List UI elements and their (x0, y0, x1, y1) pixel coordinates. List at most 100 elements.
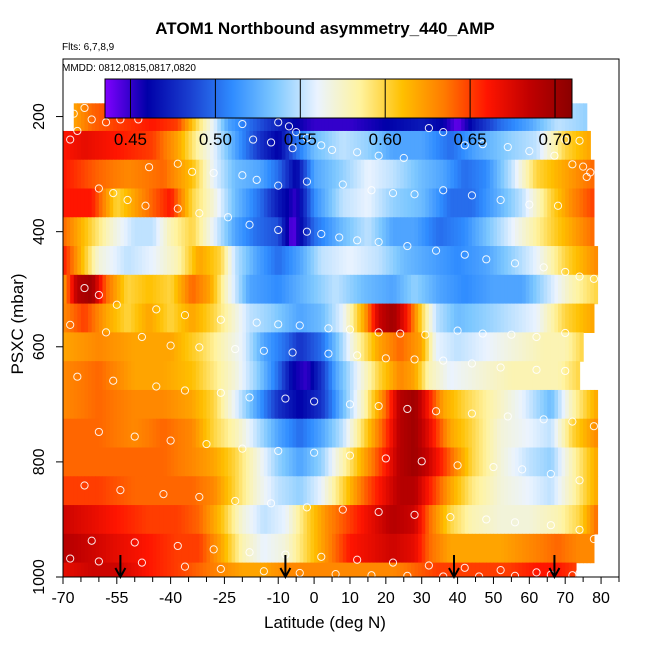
heatmap-cell (292, 246, 297, 276)
heatmap-cell (371, 274, 376, 305)
heatmap-cell (109, 159, 114, 190)
heatmap-cell (245, 217, 251, 247)
heatmap-cell (131, 217, 136, 247)
heatmap-band: 750 mb (63, 418, 599, 449)
data-point (518, 465, 527, 474)
heatmap-cell (593, 246, 599, 276)
data-point (274, 446, 283, 456)
heatmap-cell (403, 418, 408, 449)
heatmap-cell (511, 562, 516, 577)
heatmap-cell (188, 246, 193, 276)
heatmap-cell (346, 159, 351, 190)
heatmap-cell (342, 246, 347, 276)
heatmap-cell (497, 505, 502, 535)
heatmap-cell (63, 303, 68, 333)
heatmap-cell (375, 418, 380, 449)
heatmap-cell (532, 246, 538, 276)
heatmap-cell (572, 447, 577, 477)
heatmap-cell (400, 332, 405, 362)
heatmap-cell (184, 130, 190, 161)
heatmap-cell (152, 274, 157, 305)
heatmap-cell (278, 505, 283, 535)
heatmap-cell (95, 361, 100, 391)
heatmap-cell (522, 159, 527, 190)
heatmap-cell (199, 303, 204, 333)
heatmap-cell (511, 418, 516, 449)
heatmap-cell (127, 418, 132, 449)
heatmap-cell (414, 274, 419, 305)
heatmap-cell (507, 332, 512, 362)
heatmap-cell (260, 303, 265, 333)
heatmap-cell (579, 159, 584, 190)
heatmap-cell (195, 274, 200, 305)
x-axis-label: Latitude (deg N) (264, 613, 386, 632)
heatmap-cell (306, 562, 312, 577)
heatmap-cell (579, 130, 584, 161)
heatmap-cell (123, 159, 129, 190)
heatmap-cell (385, 303, 391, 333)
heatmap-cell (565, 188, 570, 218)
heatmap-cell (364, 188, 369, 218)
heatmap-cell (299, 188, 304, 218)
heatmap-cell (471, 476, 477, 506)
heatmap-cell (213, 447, 218, 477)
heatmap-cell (127, 389, 132, 420)
heatmap-cell (206, 130, 211, 161)
heatmap-cell (547, 418, 552, 449)
heatmap-cell (145, 303, 150, 333)
heatmap-cell (95, 246, 100, 276)
heatmap-cell (418, 130, 423, 161)
heatmap-cell (210, 246, 215, 276)
heatmap-cell (303, 361, 308, 391)
heatmap-cell (127, 303, 132, 333)
heatmap-cell (210, 332, 215, 362)
heatmap-cell (306, 303, 312, 333)
heatmap-cell (238, 447, 243, 477)
heatmap-cell (389, 303, 394, 333)
data-point (417, 457, 426, 466)
heatmap-cell (432, 130, 437, 161)
heatmap-cell (396, 130, 401, 161)
heatmap-cell (138, 562, 143, 577)
heatmap-cell (170, 447, 175, 477)
heatmap-cell (522, 274, 527, 305)
heatmap-cell (328, 246, 333, 276)
heatmap-cell (443, 188, 448, 218)
heatmap-cell (84, 217, 89, 247)
data-point (496, 195, 505, 205)
heatmap-cell (149, 476, 154, 506)
heatmap-cell (181, 505, 186, 535)
heatmap-cell (364, 303, 369, 333)
heatmap-cell (385, 361, 391, 391)
heatmap-cell (461, 447, 466, 477)
heatmap-cell (109, 130, 114, 161)
heatmap-cell (324, 418, 330, 449)
heatmap-cell (504, 418, 509, 449)
heatmap-cell (425, 505, 430, 535)
heatmap-cell (590, 505, 595, 535)
heatmap-cell (450, 533, 455, 564)
data-point (539, 263, 548, 272)
heatmap-cell (493, 274, 498, 305)
heatmap-cell (565, 533, 570, 564)
data-point (245, 220, 254, 229)
heatmap-cell (245, 159, 251, 190)
heatmap-cell (202, 476, 208, 506)
heatmap-cell (561, 274, 566, 305)
heatmap-cell (586, 217, 591, 247)
heatmap-cell (271, 303, 276, 333)
heatmap-cell (113, 159, 118, 190)
heatmap-cell (532, 188, 538, 218)
heatmap-cell (116, 274, 121, 305)
data-point (216, 315, 225, 324)
heatmap-cell (260, 562, 265, 577)
heatmap-cell (113, 476, 118, 506)
data-point (109, 376, 118, 385)
heatmap-cell (518, 418, 523, 449)
heatmap-cell (181, 447, 186, 477)
heatmap-cell (177, 246, 182, 276)
heatmap-cell (396, 246, 401, 276)
heatmap-cell (342, 159, 347, 190)
heatmap-cell (536, 447, 541, 477)
heatmap-cell (400, 476, 405, 506)
